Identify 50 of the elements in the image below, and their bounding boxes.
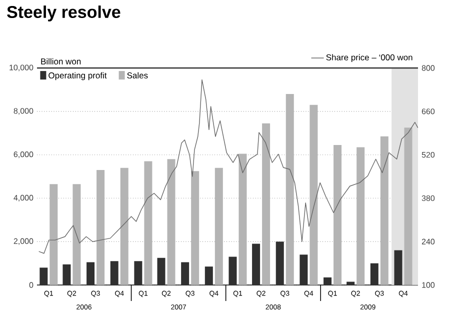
bar	[404, 128, 412, 285]
legend-label: Share price – ‘000 won	[326, 54, 412, 62]
bar	[110, 261, 118, 285]
bar	[191, 171, 200, 285]
bar	[300, 254, 308, 285]
y2-tick-label: 520	[422, 152, 435, 158]
bar	[394, 250, 402, 285]
bar	[276, 242, 284, 285]
y2-tick-label: 380	[422, 195, 435, 202]
bar	[228, 256, 237, 285]
y2-tick-label: 800	[422, 65, 435, 71]
bar	[286, 94, 294, 285]
y-tick-label: 4,000	[14, 194, 34, 202]
y2-tick-label: 100	[422, 282, 435, 288]
bar	[262, 123, 270, 285]
legend-label: Sales	[127, 72, 148, 78]
bar	[120, 168, 128, 285]
bar	[86, 262, 95, 285]
bar	[238, 154, 247, 285]
bar	[334, 145, 342, 285]
bar	[167, 159, 176, 285]
bar	[144, 161, 152, 285]
y2-tick-label: 240	[422, 238, 435, 244]
bar	[356, 147, 365, 285]
bar	[214, 168, 223, 285]
y-tick-label: 10,000	[10, 64, 34, 72]
bar	[310, 104, 318, 285]
chart-title: Steely resolve	[7, 6, 120, 22]
bar	[134, 261, 142, 285]
bar	[252, 244, 260, 285]
bar	[204, 266, 213, 285]
legend-label: Operating profit	[48, 72, 107, 80]
bar	[72, 184, 81, 285]
bar	[380, 136, 388, 285]
y-axis-title: Billion won	[41, 58, 81, 64]
bar	[96, 170, 105, 285]
y-tick-label: 2,000	[14, 238, 34, 245]
bar	[50, 184, 58, 285]
bar	[324, 277, 332, 285]
bar	[157, 258, 166, 285]
bar	[370, 263, 378, 285]
y-tick-label: 0	[29, 282, 34, 288]
bar	[40, 268, 48, 285]
line-series	[38, 79, 418, 254]
bar	[181, 262, 190, 285]
y2-tick-label: 660	[422, 108, 435, 114]
y-tick-label: 6,000	[14, 152, 34, 158]
bar	[346, 282, 355, 285]
bar	[62, 264, 71, 285]
y-tick-label: 8,000	[14, 108, 34, 115]
